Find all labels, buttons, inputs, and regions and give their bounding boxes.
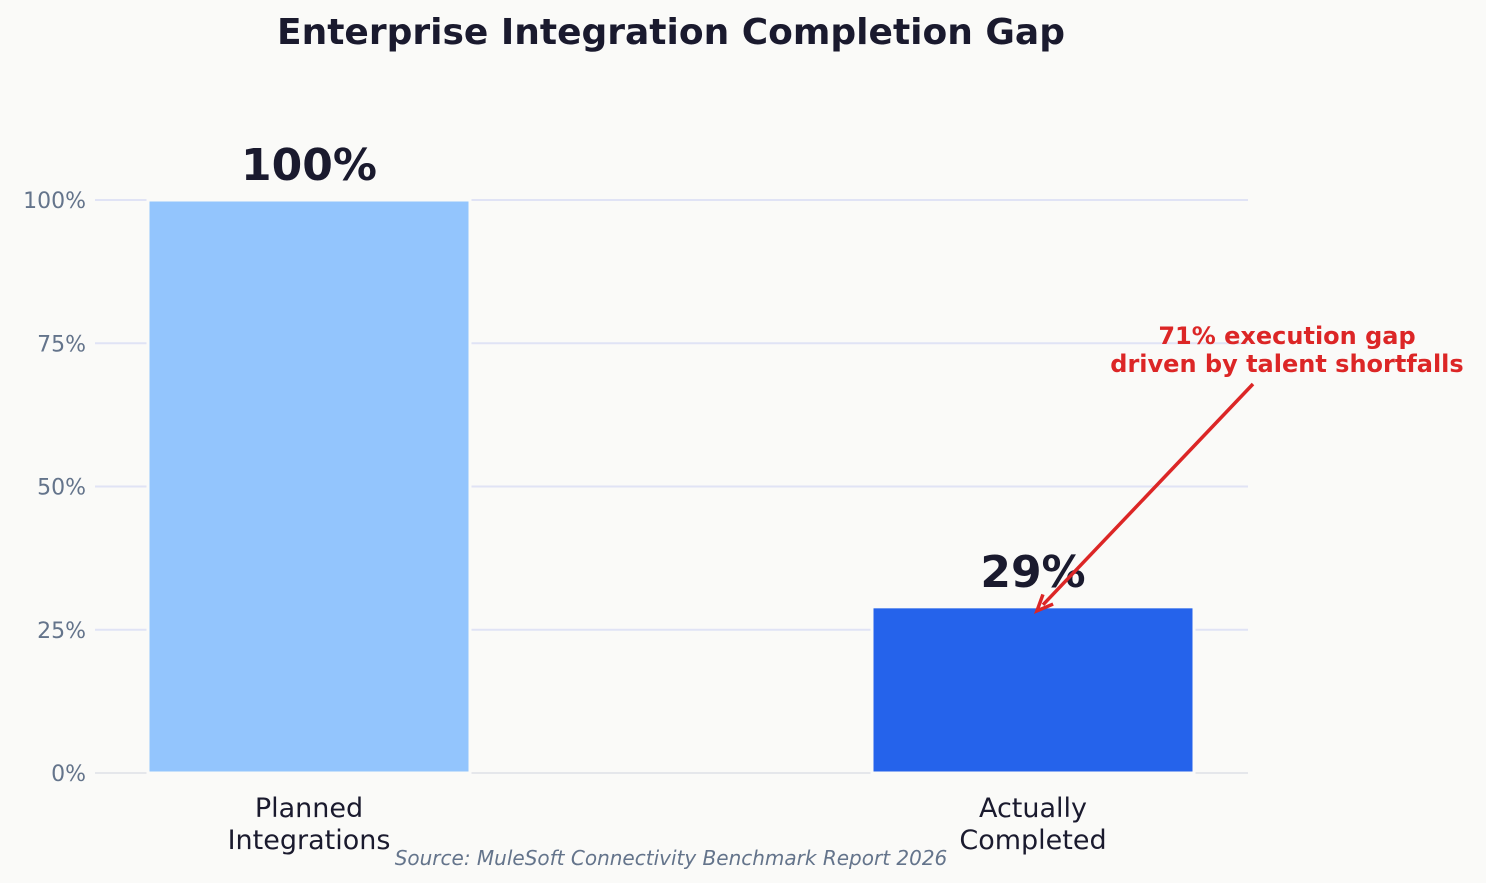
source-note: Source: MuleSoft Connectivity Benchmark …	[395, 846, 948, 870]
annotation-text: 71% execution gap driven by talent shortf…	[1110, 322, 1463, 378]
data-labels: 100% 29%	[241, 140, 1086, 598]
annotation: 71% execution gap driven by talent shortf…	[1033, 322, 1464, 614]
bar-data-label: 100%	[241, 140, 377, 191]
x-tick-label: Planned Integrations	[228, 793, 391, 856]
x-axis-ticks: Planned Integrations Actually Completed	[228, 793, 1107, 856]
bar	[146, 198, 472, 775]
annotation-arrow	[1041, 382, 1255, 607]
bar-data-label: 29%	[980, 547, 1085, 598]
y-tick-label: 0%	[51, 762, 86, 787]
y-tick-label: 25%	[37, 619, 86, 644]
y-tick-label: 75%	[37, 332, 86, 357]
bar	[870, 605, 1196, 775]
annotation-arrowhead	[1033, 593, 1054, 614]
y-tick-label: 100%	[23, 189, 86, 214]
y-axis-ticks: 0% 25% 50% 75% 100%	[23, 189, 86, 787]
x-tick-label: Actually Completed	[959, 793, 1106, 856]
bars	[146, 198, 1196, 775]
chart-title: Enterprise Integration Completion Gap	[277, 12, 1065, 53]
y-tick-label: 50%	[37, 476, 86, 501]
